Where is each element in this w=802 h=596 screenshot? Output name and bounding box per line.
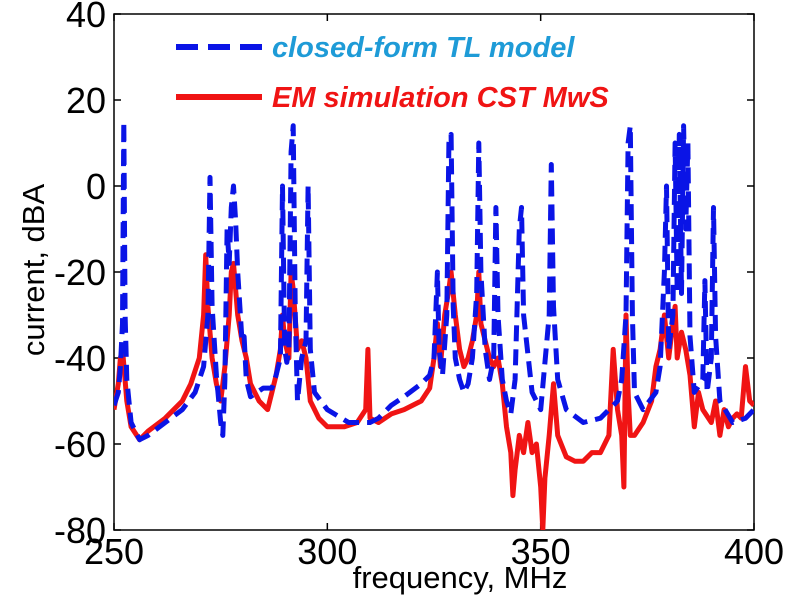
series-line-closed-form-tl-model [114, 119, 754, 443]
legend-item-em-simulation-label: EM simulation CST MwS [272, 82, 609, 114]
y-axis-label: current, dBA [16, 184, 51, 357]
legend-item-closed-form-tl-model-label: closed-form TL model [272, 32, 575, 64]
y-tick-label: 0 [86, 166, 106, 207]
y-tick-label: 40 [66, 0, 106, 35]
axis-ticks: 250 300 350 400 40 20 0 -20 -40 -60 -80 [54, 0, 784, 572]
x-tick-label: 400 [724, 531, 784, 572]
y-tick-label: -40 [54, 338, 106, 379]
y-tick-label: -60 [54, 424, 106, 465]
x-tick-label: 350 [511, 531, 571, 572]
y-tick-label: -20 [54, 252, 106, 293]
series-layer [114, 119, 754, 530]
x-tick-label: 300 [297, 531, 357, 572]
y-tick-label: 20 [66, 80, 106, 121]
x-tick-label: 250 [84, 531, 144, 572]
x-axis-label: frequency, MHz [353, 560, 568, 595]
legend: closed-form TL model EM simulation CST Mw… [176, 32, 609, 114]
y-tick-label: -80 [54, 510, 106, 551]
